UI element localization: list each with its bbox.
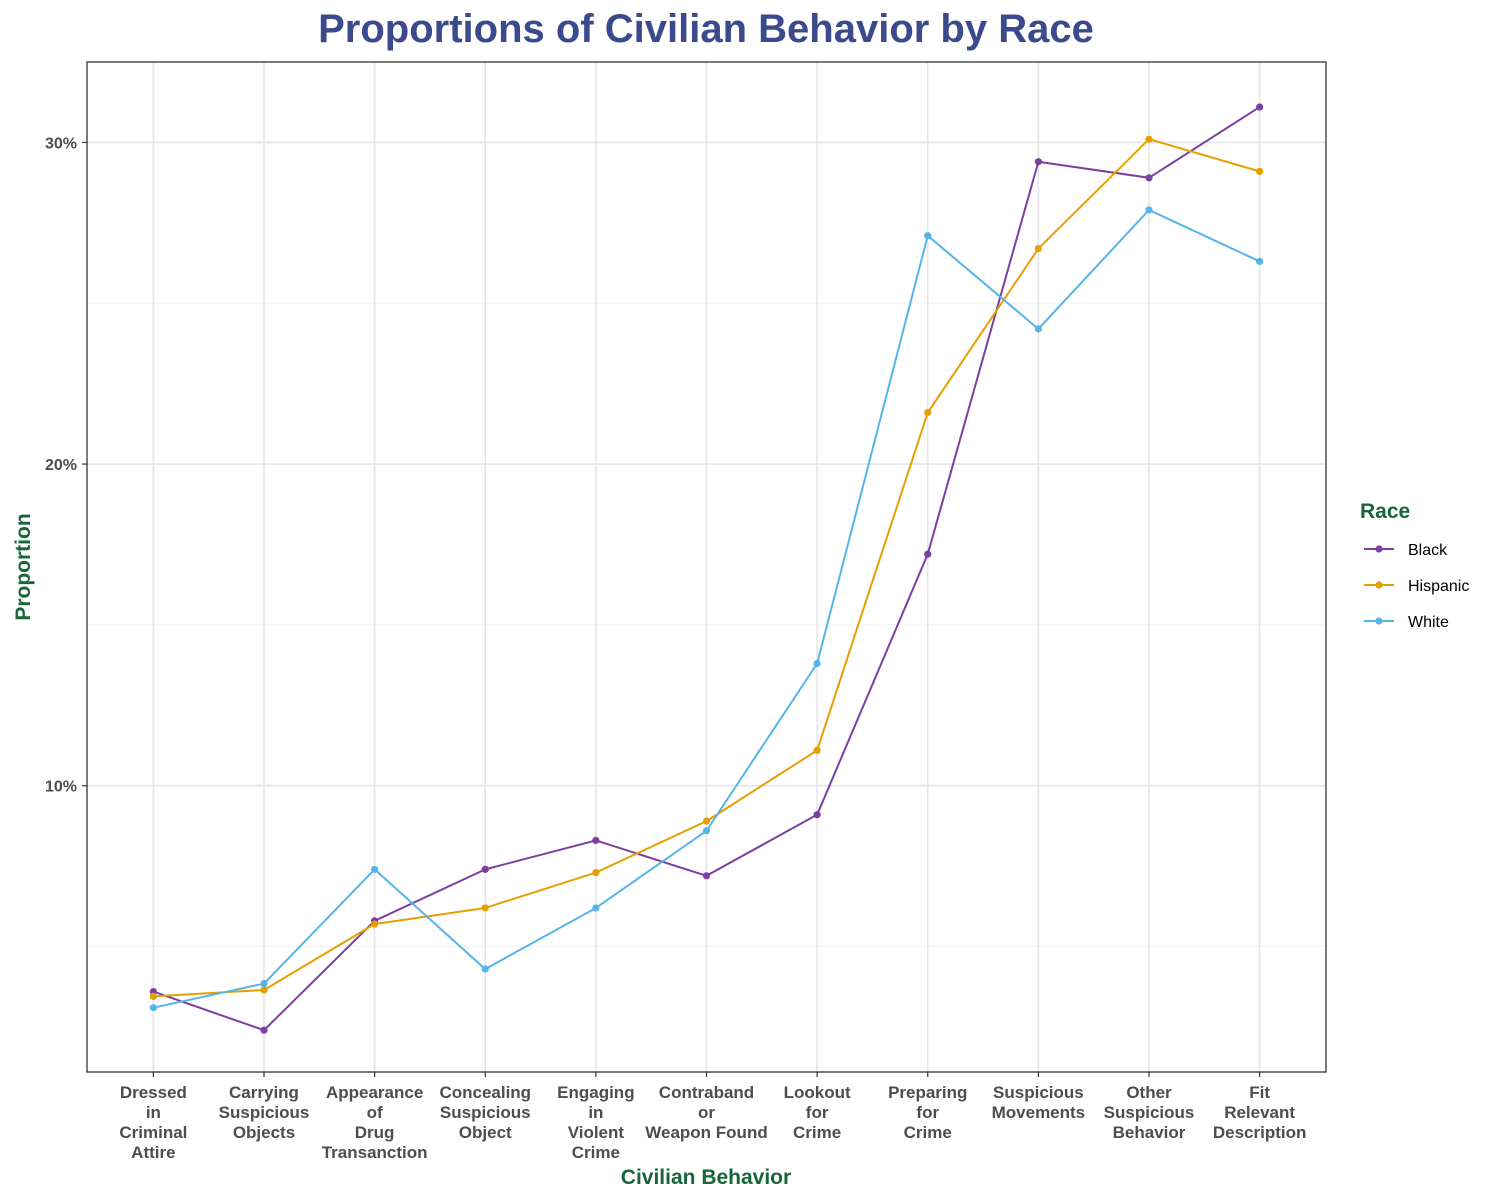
legend-title: Race: [1360, 500, 1410, 523]
y-axis: 10% 20% 30%: [45, 135, 87, 796]
data-point: [260, 1026, 268, 1034]
x-tick-label: Concealing Suspicious Object: [439, 1083, 531, 1142]
series-hispanic: [149, 135, 1264, 1001]
legend-label: Black: [1408, 542, 1448, 559]
x-tick-label: Engaging in Violent Crime: [557, 1083, 634, 1162]
x-tick-label: Carrying Suspicious Objects: [219, 1083, 310, 1142]
data-point: [481, 865, 489, 873]
data-point: [1145, 174, 1153, 182]
x-tick-label: Appearance of Drug Transanction: [322, 1083, 428, 1162]
x-tick-label: Dressed in Criminal Attire: [119, 1083, 187, 1162]
data-point: [592, 904, 600, 912]
data-point: [813, 659, 821, 668]
data-point: [1034, 325, 1042, 333]
data-point: [371, 865, 379, 873]
series-white: [149, 206, 1264, 1012]
y-tick-label: 20%: [45, 457, 77, 474]
data-point: [924, 232, 932, 240]
data-point: [481, 965, 489, 973]
data-point: [1256, 103, 1264, 111]
series-lines: [149, 103, 1264, 1034]
grid: [87, 62, 1326, 1072]
data-point: [1256, 167, 1264, 175]
data-point: [924, 409, 932, 417]
data-point: [260, 986, 268, 994]
data-point: [1256, 257, 1264, 266]
legend: Race Black Hispanic White: [1360, 500, 1469, 631]
legend-item-black: Black: [1364, 542, 1448, 559]
data-point: [702, 872, 711, 880]
data-point: [1034, 244, 1042, 253]
x-tick-label: Contraband or Weapon Found: [645, 1083, 767, 1142]
legend-label: White: [1408, 614, 1449, 631]
legend-label: Hispanic: [1408, 578, 1469, 595]
y-tick-label: 10%: [45, 779, 77, 796]
data-point: [813, 746, 821, 754]
x-tick-label: Fit Relevant Description: [1213, 1083, 1307, 1142]
x-tick-label: Preparing for Crime: [888, 1083, 967, 1142]
data-point: [1145, 206, 1153, 214]
data-point: [481, 904, 489, 912]
data-point: [702, 827, 711, 835]
legend-item-hispanic: Hispanic: [1364, 578, 1469, 595]
data-point: [149, 992, 157, 1001]
data-point: [1034, 158, 1042, 166]
data-point: [371, 920, 379, 928]
data-point: [702, 817, 711, 825]
data-point: [260, 979, 268, 988]
data-point: [149, 1004, 157, 1012]
data-point: [924, 550, 932, 558]
data-point: [813, 811, 821, 819]
x-tick-label: Other Suspicious Behavior: [1104, 1083, 1195, 1142]
x-tick-label: Suspicious Movements: [992, 1083, 1086, 1122]
legend-key-point: [1375, 545, 1383, 553]
data-point: [592, 868, 600, 877]
legend-key-point: [1375, 581, 1383, 589]
x-axis-title: Civilian Behavior: [621, 1166, 791, 1189]
y-axis-title: Proportion: [12, 513, 35, 620]
data-point: [1145, 135, 1153, 143]
y-tick-label: 30%: [45, 135, 77, 152]
legend-key-point: [1375, 617, 1383, 625]
x-axis: Dressed in Criminal Attire Carrying Suspiciou…: [119, 1072, 1306, 1162]
x-tick-label: Lookout for Crime: [784, 1083, 851, 1142]
data-point: [592, 836, 600, 845]
chart-title: Proportions of Civilian Behavior by Race: [318, 7, 1094, 51]
legend-item-white: White: [1364, 614, 1449, 631]
